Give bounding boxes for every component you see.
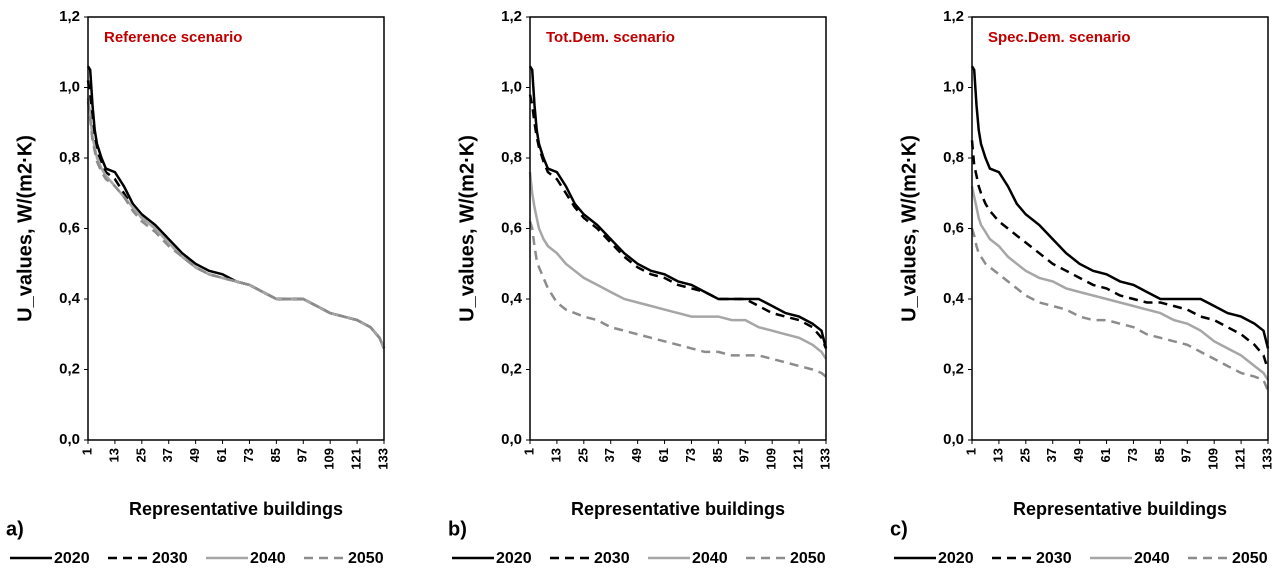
x-tick-label: 121 xyxy=(349,448,364,470)
x-tick-label: 1 xyxy=(521,448,536,455)
x-axis-label: Representative buildings xyxy=(129,499,343,519)
series-line xyxy=(528,171,828,360)
x-tick-label: 109 xyxy=(764,448,779,470)
chart-title: Spec.Dem. scenario xyxy=(988,29,1131,46)
x-tick-label: 1 xyxy=(963,448,978,455)
x-tick-label: 37 xyxy=(160,448,175,462)
series-line xyxy=(86,80,386,349)
x-tick-label: 97 xyxy=(295,448,310,462)
x-tick-label: 85 xyxy=(1152,448,1167,462)
x-tick-label: 49 xyxy=(187,448,202,462)
x-tick-label: 61 xyxy=(214,448,229,462)
y-axis-label: U_values, W/(m2·K) xyxy=(898,135,920,322)
x-tick-label: 109 xyxy=(1206,448,1221,470)
legend-label: 2040 xyxy=(1134,550,1170,567)
x-tick-label: 109 xyxy=(322,448,337,470)
x-tick-label: 61 xyxy=(1098,448,1113,462)
y-tick-label: 0,4 xyxy=(501,290,523,307)
x-tick-label: 133 xyxy=(817,448,832,470)
x-tick-label: 49 xyxy=(629,448,644,462)
x-tick-label: 121 xyxy=(791,448,806,470)
x-tick-label: 97 xyxy=(737,448,752,462)
y-tick-label: 1,0 xyxy=(501,78,522,95)
x-tick-label: 133 xyxy=(1259,448,1274,470)
legend-label: 2020 xyxy=(54,550,90,567)
y-tick-label: 0,8 xyxy=(501,149,522,166)
series-line xyxy=(86,101,386,349)
y-axis-label: U_values, W/(m2·K) xyxy=(456,135,478,322)
x-tick-label: 73 xyxy=(241,448,256,462)
chart-title: Tot.Dem. scenario xyxy=(546,29,675,46)
legend-label: 2030 xyxy=(1036,550,1072,567)
series-line xyxy=(970,185,1270,381)
legend-label: 2040 xyxy=(250,550,286,567)
legend-label: 2020 xyxy=(496,550,532,567)
legend-label: 2020 xyxy=(938,550,974,567)
y-tick-label: 0,8 xyxy=(943,149,964,166)
y-tick-label: 0,2 xyxy=(943,360,964,377)
legend-label: 2050 xyxy=(348,550,384,567)
x-tick-label: 73 xyxy=(683,448,698,462)
y-tick-label: 0,6 xyxy=(501,219,522,236)
x-tick-label: 49 xyxy=(1071,448,1086,462)
y-tick-label: 0,0 xyxy=(59,431,80,448)
x-tick-label: 25 xyxy=(1017,448,1032,462)
y-tick-label: 0,8 xyxy=(59,149,80,166)
y-tick-label: 0,0 xyxy=(943,431,964,448)
plot-frame xyxy=(87,16,385,441)
series-line xyxy=(970,228,1270,392)
y-tick-label: 0,6 xyxy=(943,219,964,236)
legend-label: 2030 xyxy=(152,550,188,567)
y-tick-label: 1,0 xyxy=(943,78,964,95)
x-tick-label: 13 xyxy=(106,448,121,462)
x-tick-label: 13 xyxy=(990,448,1005,462)
series-line xyxy=(86,97,386,349)
y-axis-label: U_values, W/(m2·K) xyxy=(14,135,36,322)
legend-label: 2050 xyxy=(790,550,826,567)
x-tick-label: 61 xyxy=(656,448,671,462)
x-tick-label: 37 xyxy=(602,448,617,462)
x-tick-label: 133 xyxy=(375,448,390,470)
y-tick-label: 1,2 xyxy=(59,8,80,25)
panel-label: a) xyxy=(6,518,24,540)
series-line xyxy=(528,94,828,349)
x-tick-label: 25 xyxy=(133,448,148,462)
legend-label: 2040 xyxy=(692,550,728,567)
x-tick-label: 1 xyxy=(79,448,94,455)
legend-label: 2030 xyxy=(594,550,630,567)
x-axis-label: Representative buildings xyxy=(571,499,785,519)
plot-frame xyxy=(971,16,1269,441)
y-tick-label: 0,2 xyxy=(501,360,522,377)
y-tick-label: 0,4 xyxy=(59,290,81,307)
y-tick-label: 0,2 xyxy=(59,360,80,377)
x-tick-label: 85 xyxy=(710,448,725,462)
x-tick-label: 73 xyxy=(1125,448,1140,462)
y-tick-label: 1,0 xyxy=(59,78,80,95)
y-tick-label: 1,2 xyxy=(943,8,964,25)
x-tick-label: 37 xyxy=(1044,448,1059,462)
x-tick-label: 13 xyxy=(548,448,563,462)
x-tick-label: 121 xyxy=(1233,448,1248,470)
series-line xyxy=(528,221,827,378)
x-tick-label: 97 xyxy=(1179,448,1194,462)
x-axis-label: Representative buildings xyxy=(1013,499,1227,519)
series-line xyxy=(970,65,1270,349)
y-tick-label: 0,0 xyxy=(501,431,522,448)
plot-frame xyxy=(529,16,827,441)
chart-title: Reference scenario xyxy=(104,29,242,46)
legend-label: 2050 xyxy=(1232,550,1268,567)
x-tick-label: 85 xyxy=(268,448,283,462)
y-tick-label: 1,2 xyxy=(501,8,522,25)
x-tick-label: 25 xyxy=(575,448,590,462)
series-line xyxy=(970,140,1270,370)
panel-label: b) xyxy=(448,518,467,540)
y-tick-label: 0,6 xyxy=(59,219,80,236)
y-tick-label: 0,4 xyxy=(943,290,965,307)
panel-label: c) xyxy=(890,518,908,540)
